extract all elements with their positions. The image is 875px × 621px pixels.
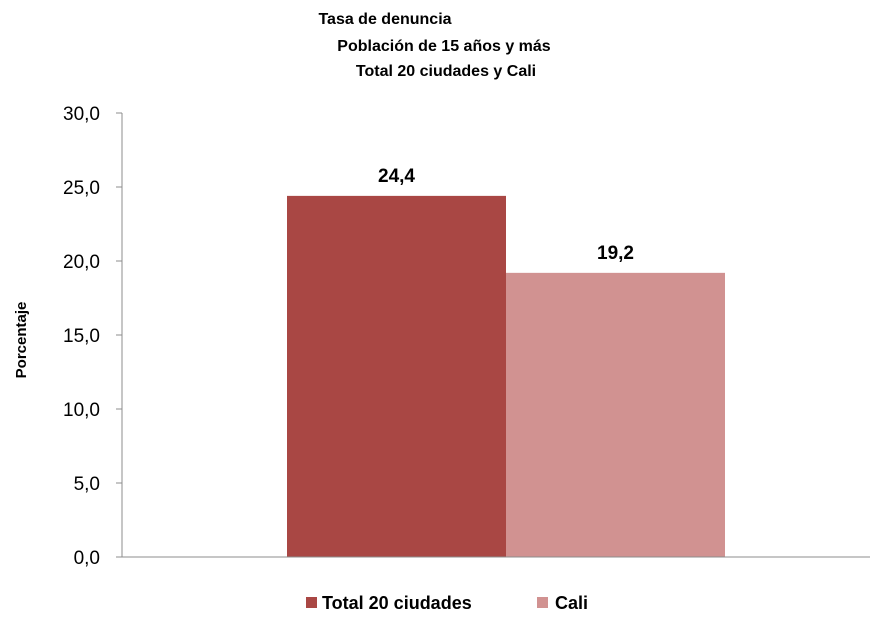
data-label: 24,4 — [378, 166, 415, 187]
y-tick-label: 25,0 — [63, 178, 100, 199]
data-label: 19,2 — [597, 243, 634, 264]
chart-title-line-3: Total 20 ciudades y Cali — [356, 63, 536, 80]
data-labels-group: 24,4 19,2 — [378, 166, 634, 264]
chart-title-line-2: Población de 15 años y más — [337, 38, 551, 55]
chart-title: Tasa de denuncia Población de 15 años y … — [318, 11, 550, 80]
bars-group — [287, 195, 725, 557]
legend: Total 20 ciudades Cali — [306, 593, 588, 613]
y-tick-label: 30,0 — [63, 104, 100, 125]
y-tick-label: 5,0 — [74, 474, 100, 495]
legend-swatch — [537, 597, 548, 608]
legend-label: Total 20 ciudades — [322, 593, 472, 613]
y-axis: 0,0 5,0 10,0 15,0 20,0 25,0 30,0 — [63, 104, 123, 569]
y-tick-label: 10,0 — [63, 400, 100, 421]
y-tick-label: 20,0 — [63, 252, 100, 273]
bar-total-20-ciudades — [287, 195, 506, 557]
y-axis-label: Porcentaje — [13, 302, 30, 379]
bar-cali — [506, 272, 725, 557]
y-tick-label: 0,0 — [74, 548, 100, 569]
y-tick-label: 15,0 — [63, 326, 100, 347]
legend-label: Cali — [555, 593, 588, 613]
chart-title-line-1: Tasa de denuncia — [318, 11, 451, 28]
legend-swatch — [306, 597, 317, 608]
